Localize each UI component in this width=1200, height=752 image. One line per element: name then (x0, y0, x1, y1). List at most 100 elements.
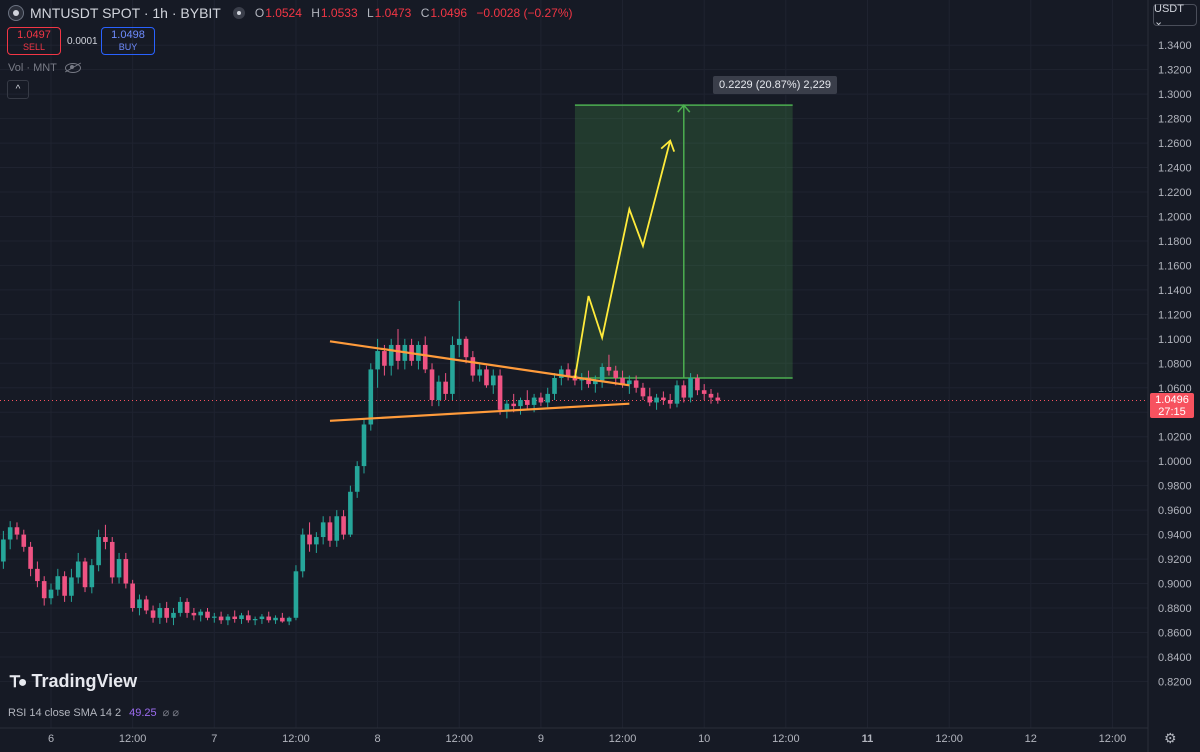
projection-arrow-head (660, 139, 676, 152)
current-price-value: 1.0496 (1155, 393, 1189, 406)
candle-body (477, 369, 482, 376)
candle (640, 382, 646, 401)
candle-body (14, 527, 20, 535)
candle (661, 391, 666, 405)
candle (504, 400, 510, 419)
candle (69, 568, 74, 602)
candle (164, 601, 169, 623)
sell-button[interactable]: 1.0497 SELL (7, 27, 61, 55)
candle-body (21, 534, 27, 547)
candle (715, 392, 721, 404)
candle-body (157, 608, 163, 618)
price-tick-label: 0.8200 (1158, 676, 1192, 688)
candle (388, 338, 394, 376)
candle (552, 373, 557, 401)
candle-body (164, 608, 169, 618)
candle-body (504, 403, 510, 410)
candle (402, 338, 408, 370)
candle-body (171, 612, 176, 618)
price-tick-label: 0.8800 (1158, 603, 1192, 615)
candle (307, 522, 312, 552)
market-status-icon[interactable] (232, 7, 245, 19)
candle-body (456, 338, 462, 345)
candle-body (518, 400, 523, 407)
eye-off-icon[interactable] (64, 63, 81, 73)
bar-countdown: 27:15 (1158, 405, 1186, 418)
candle-body (205, 611, 210, 618)
price-tick-label: 0.9000 (1158, 579, 1192, 591)
price-tick-label: 1.1800 (1158, 236, 1192, 248)
rsi-status-icons: ⌀ ⌀ (162, 707, 179, 719)
candle-body (715, 397, 721, 401)
candle-body (368, 369, 374, 425)
candle (300, 528, 306, 578)
candle (647, 387, 653, 407)
candle-body (633, 380, 639, 388)
candle-body (667, 400, 673, 404)
candle-body (41, 581, 47, 599)
symbol-title[interactable]: MNTUSDT SPOT · 1h · BYBIT (30, 5, 221, 21)
collapse-legend-button[interactable]: ^ (7, 80, 29, 99)
candle-body (593, 380, 598, 385)
candle (429, 363, 435, 407)
candle (395, 329, 401, 370)
candle (1, 530, 6, 569)
candle (518, 397, 523, 415)
candle (14, 522, 20, 540)
candle-body (661, 397, 666, 401)
candle (273, 615, 278, 624)
candle-body (116, 559, 122, 578)
candle-body (647, 396, 653, 403)
candle (137, 594, 142, 616)
time-tick-label: 12:00 (282, 733, 310, 745)
price-tick-label: 1.1000 (1158, 334, 1192, 346)
candle-body (334, 516, 340, 541)
candle (456, 300, 462, 358)
price-axis: 1.3400 1.3200 1.3000 1.2800 1.2600 1.2400 1.22… (1158, 40, 1192, 688)
candle-body (674, 385, 680, 404)
candle (463, 336, 469, 364)
price-tick-label: 1.2200 (1158, 187, 1192, 199)
candle (62, 571, 67, 602)
price-tick-label: 1.2000 (1158, 211, 1192, 223)
rsi-label[interactable]: RSI 14 close SMA 14 2 (8, 706, 122, 719)
candle-body (490, 375, 496, 386)
chart-drawings (0, 103, 1148, 401)
candle (89, 559, 95, 594)
candle-body (688, 377, 693, 398)
candle (613, 365, 619, 386)
price-tick-label: 1.2600 (1158, 138, 1192, 150)
tradingview-logo[interactable]: ꓔ● TradingView (10, 671, 137, 692)
volume-label: Vol · MNT (8, 62, 57, 74)
candle (375, 338, 380, 388)
candle (286, 616, 292, 626)
candle-body (599, 366, 605, 381)
candle (436, 375, 442, 407)
candle (348, 485, 353, 538)
candle-body (416, 344, 421, 361)
candle (497, 369, 503, 415)
price-tick-label: 0.8600 (1158, 627, 1192, 639)
candle-body (109, 541, 115, 578)
gear-icon[interactable]: ⚙ (1164, 730, 1177, 746)
time-tick-label: 12:00 (1099, 733, 1127, 745)
candle-body (701, 390, 707, 394)
candle-body (620, 377, 625, 385)
buy-label: BUY (118, 42, 138, 52)
candle-body (7, 527, 13, 540)
measure-arrow-head (677, 103, 691, 113)
candle (490, 369, 496, 394)
brand-name: TradingView (31, 671, 138, 691)
candle (320, 516, 326, 545)
chart-header: MNTUSDT SPOT · 1h · BYBIT O1.0524 H1.053… (8, 5, 579, 21)
buy-button[interactable]: 1.0498 BUY (101, 27, 155, 55)
candle (191, 608, 197, 621)
time-tick-label: 12:00 (609, 733, 637, 745)
candle-body (184, 601, 190, 613)
candle-body (314, 537, 319, 545)
candle (599, 363, 605, 388)
candle (511, 393, 516, 413)
currency-selector[interactable]: USDT ⌄ (1153, 3, 1197, 28)
price-tick-label: 0.9400 (1158, 530, 1192, 542)
